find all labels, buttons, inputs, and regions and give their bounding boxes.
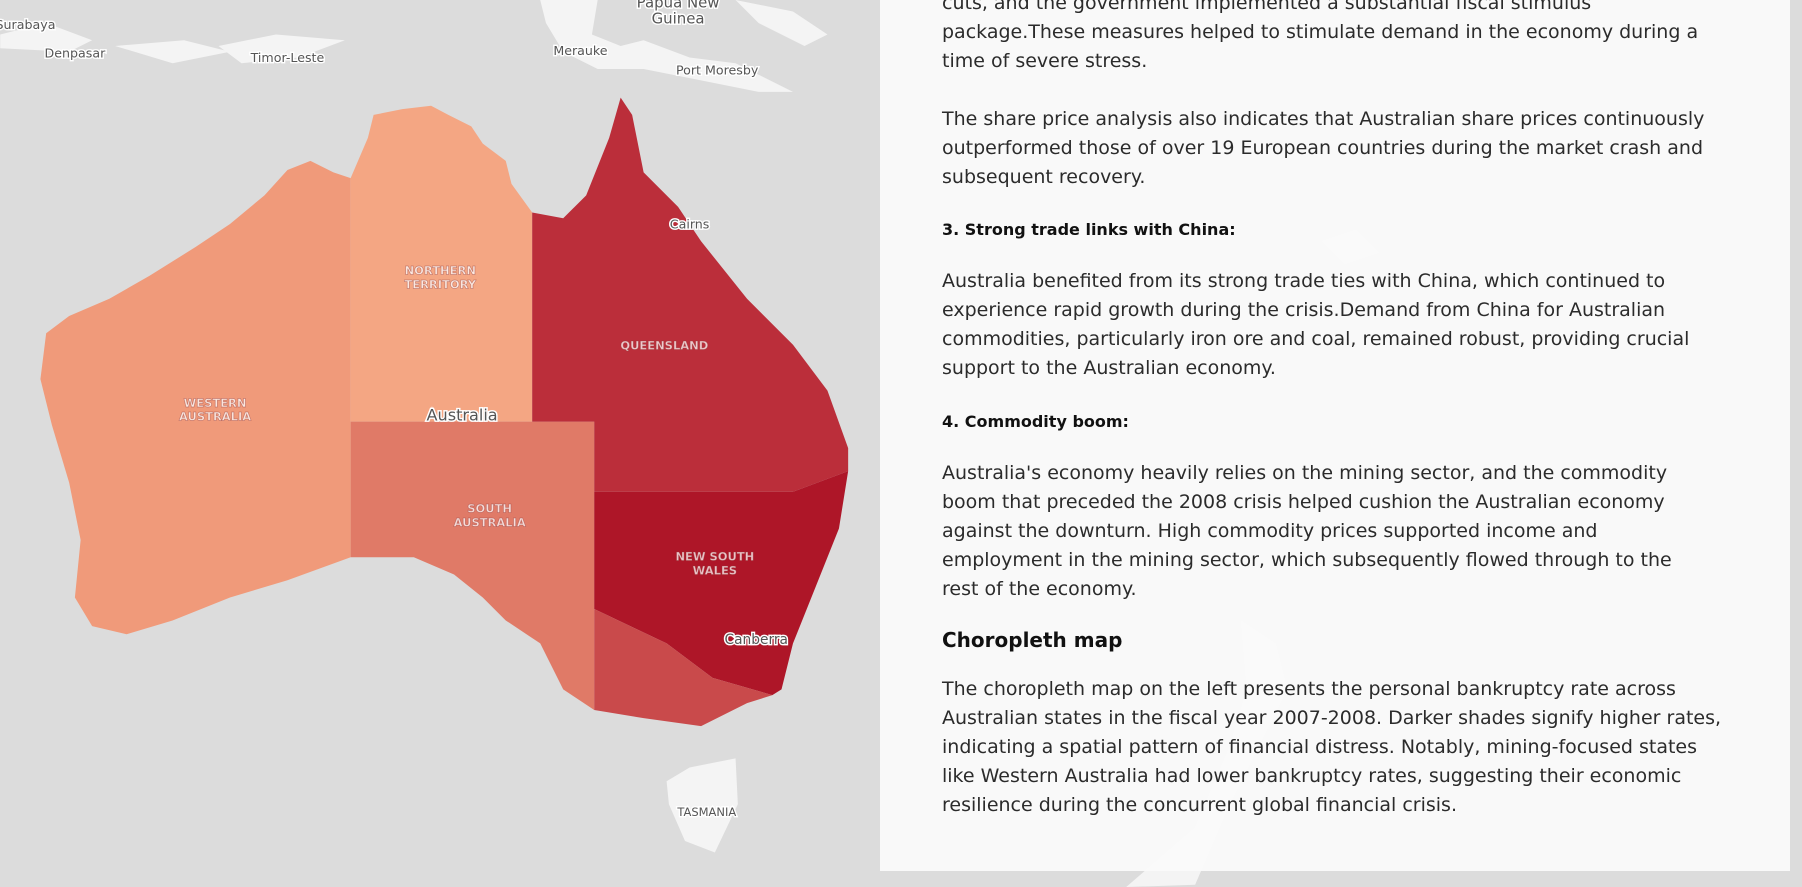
place-label: Merauke	[553, 43, 607, 58]
text-line: against the downturn. High commodity pri…	[942, 520, 1598, 542]
place-label: Surabaya	[0, 17, 55, 32]
text-line: subsequent recovery.	[942, 166, 1146, 188]
text-line: Australia benefited from its strong trad…	[942, 270, 1666, 292]
place-label: Guinea	[652, 10, 705, 28]
region-label: TERRITORY	[404, 277, 476, 291]
region	[350, 105, 533, 422]
place-label: Canberra	[724, 632, 788, 648]
place-label: Port Moresby	[676, 63, 759, 78]
region-label: SOUTH	[467, 501, 512, 515]
text-line: outperformed those of over 19 European c…	[942, 137, 1704, 159]
heading: 3. Strong trade links with China:	[942, 219, 1772, 241]
place-label: Denpasar	[45, 46, 107, 61]
paragraph: The share price analysis also indicates …	[942, 105, 1772, 192]
region	[594, 471, 849, 696]
paragraph: cuts, and the government implemented a s…	[942, 0, 1772, 76]
paragraph: Australia's economy heavily relies on th…	[942, 459, 1772, 604]
text-line: package.These measures helped to stimula…	[942, 21, 1699, 43]
text-line: indicating a spatial pattern of financia…	[942, 736, 1698, 758]
article-panel: cuts, and the government implemented a s…	[880, 0, 1790, 871]
text-line: support to the Australian economy.	[942, 357, 1276, 379]
region	[40, 160, 351, 635]
region-label: WALES	[693, 564, 737, 578]
region-label: AUSTRALIA	[179, 410, 251, 424]
place-label: Papua New	[637, 0, 720, 11]
text-line: The share price analysis also indicates …	[942, 108, 1705, 130]
text-line: commodities, particularly iron ore and c…	[942, 328, 1690, 350]
text-line: Australian states in the fiscal year 200…	[942, 707, 1722, 729]
place-label: Australia	[427, 405, 498, 424]
region	[350, 421, 595, 711]
place-label: Cairns	[670, 217, 710, 232]
text-line: time of severe stress.	[942, 50, 1148, 72]
heading: 4. Commodity boom:	[942, 411, 1772, 433]
heading: Choropleth map	[942, 627, 1772, 653]
text-line: Australia's economy heavily relies on th…	[942, 462, 1668, 484]
region	[532, 97, 849, 492]
region	[594, 608, 773, 727]
region-label: NORTHERN	[405, 264, 476, 278]
text-line: rest of the economy.	[942, 578, 1137, 600]
place-label: Timor-Leste	[250, 50, 325, 65]
region-label: WESTERN	[184, 396, 247, 410]
paragraph: The choropleth map on the left presents …	[942, 675, 1772, 820]
text-line: 4. Commodity boom:	[942, 412, 1129, 431]
text-line: boom that preceded the 2008 crisis helpe…	[942, 491, 1665, 513]
text-line: like Western Australia had lower bankrup…	[942, 765, 1682, 787]
text-line: 3. Strong trade links with China:	[942, 220, 1236, 239]
text-line: cuts, and the government implemented a s…	[942, 0, 1592, 14]
paragraph: Australia benefited from its strong trad…	[942, 267, 1772, 383]
region-label: AUSTRALIA	[454, 515, 526, 529]
text-line: The choropleth map on the left presents …	[942, 678, 1676, 700]
text-line: employment in the mining sector, which s…	[942, 549, 1672, 571]
text-line: Choropleth map	[942, 628, 1123, 652]
text-line: resilience during the concurrent global …	[942, 794, 1457, 816]
place-label: TASMANIA	[676, 805, 736, 819]
region-label: NEW SOUTH	[675, 550, 754, 564]
region-label: QUEENSLAND	[620, 338, 708, 352]
text-line: experience rapid growth during the crisi…	[942, 299, 1666, 321]
